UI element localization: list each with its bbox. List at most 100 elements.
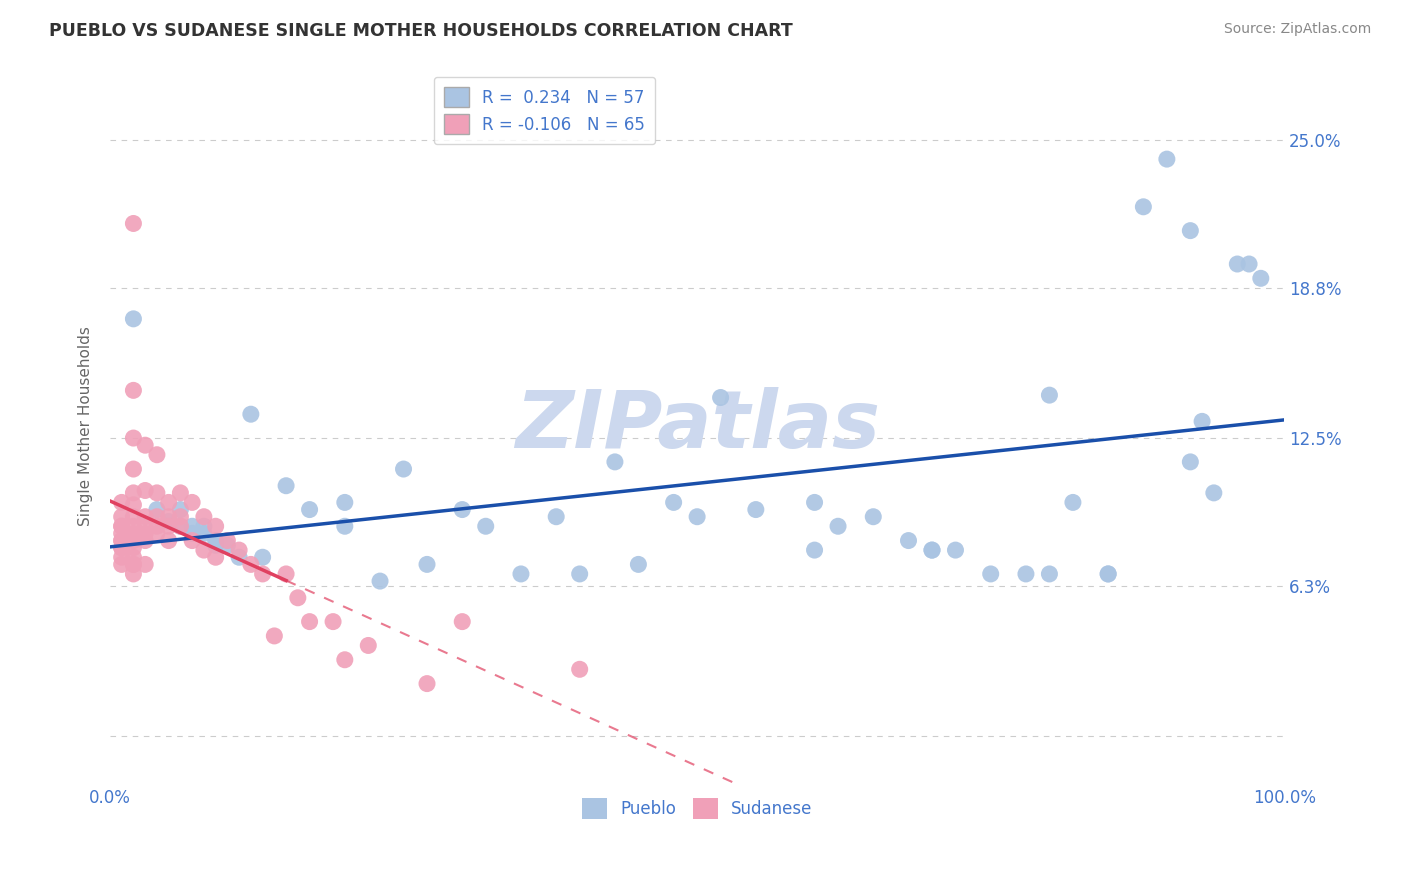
- Point: [122, 509, 145, 524]
- Point: [181, 533, 204, 548]
- Point: [662, 495, 685, 509]
- Point: [122, 311, 145, 326]
- Point: [368, 574, 391, 588]
- Point: [122, 486, 145, 500]
- Point: [111, 519, 134, 533]
- Point: [134, 509, 156, 524]
- Point: [510, 566, 533, 581]
- Point: [803, 543, 825, 558]
- Point: [122, 519, 145, 533]
- Point: [193, 526, 215, 541]
- Point: [111, 533, 134, 548]
- Point: [1062, 495, 1084, 509]
- Point: [146, 486, 169, 500]
- Point: [122, 217, 145, 231]
- Point: [322, 615, 344, 629]
- Point: [157, 495, 180, 509]
- Point: [1097, 566, 1119, 581]
- Point: [239, 407, 262, 421]
- Point: [169, 519, 191, 533]
- Point: [1156, 152, 1178, 166]
- Point: [862, 509, 884, 524]
- Point: [122, 533, 145, 548]
- Point: [181, 495, 204, 509]
- Point: [134, 483, 156, 498]
- Point: [134, 533, 156, 548]
- Point: [239, 558, 262, 572]
- Point: [122, 498, 145, 512]
- Point: [122, 462, 145, 476]
- Point: [803, 495, 825, 509]
- Point: [204, 519, 226, 533]
- Y-axis label: Single Mother Households: Single Mother Households: [79, 326, 93, 526]
- Point: [333, 519, 356, 533]
- Point: [122, 384, 145, 398]
- Point: [333, 653, 356, 667]
- Point: [921, 543, 943, 558]
- Point: [204, 533, 226, 548]
- Point: [945, 543, 967, 558]
- Point: [603, 455, 626, 469]
- Point: [122, 558, 145, 572]
- Point: [357, 639, 380, 653]
- Point: [1237, 257, 1260, 271]
- Point: [252, 566, 274, 581]
- Point: [134, 519, 156, 533]
- Point: [274, 479, 297, 493]
- Point: [111, 526, 134, 541]
- Point: [568, 566, 591, 581]
- Point: [181, 526, 204, 541]
- Point: [745, 502, 768, 516]
- Point: [1250, 271, 1272, 285]
- Point: [181, 519, 204, 533]
- Point: [217, 538, 239, 552]
- Point: [157, 509, 180, 524]
- Point: [1097, 566, 1119, 581]
- Point: [157, 519, 180, 533]
- Point: [111, 541, 134, 555]
- Point: [134, 438, 156, 452]
- Point: [474, 519, 496, 533]
- Point: [1202, 486, 1225, 500]
- Point: [1180, 224, 1202, 238]
- Point: [193, 543, 215, 558]
- Point: [252, 550, 274, 565]
- Point: [193, 509, 215, 524]
- Point: [169, 486, 191, 500]
- Point: [392, 462, 415, 476]
- Point: [157, 515, 180, 529]
- Point: [298, 615, 321, 629]
- Point: [111, 541, 134, 555]
- Point: [228, 550, 250, 565]
- Point: [134, 526, 156, 541]
- Point: [111, 533, 134, 548]
- Point: [122, 566, 145, 581]
- Point: [122, 541, 145, 555]
- Point: [111, 509, 134, 524]
- Point: [287, 591, 309, 605]
- Point: [921, 543, 943, 558]
- Point: [193, 519, 215, 533]
- Point: [980, 566, 1002, 581]
- Point: [1180, 455, 1202, 469]
- Point: [416, 558, 439, 572]
- Point: [228, 543, 250, 558]
- Text: ZIPatlas: ZIPatlas: [515, 387, 880, 465]
- Point: [204, 538, 226, 552]
- Point: [274, 566, 297, 581]
- Point: [1191, 414, 1213, 428]
- Point: [1038, 566, 1060, 581]
- Point: [1226, 257, 1249, 271]
- Point: [1015, 566, 1038, 581]
- Point: [146, 509, 169, 524]
- Point: [111, 495, 134, 509]
- Point: [217, 533, 239, 548]
- Point: [111, 519, 134, 533]
- Legend: Pueblo, Sudanese: Pueblo, Sudanese: [575, 792, 820, 825]
- Text: Source: ZipAtlas.com: Source: ZipAtlas.com: [1223, 22, 1371, 37]
- Point: [146, 526, 169, 541]
- Point: [568, 662, 591, 676]
- Point: [111, 558, 134, 572]
- Point: [146, 519, 169, 533]
- Point: [146, 502, 169, 516]
